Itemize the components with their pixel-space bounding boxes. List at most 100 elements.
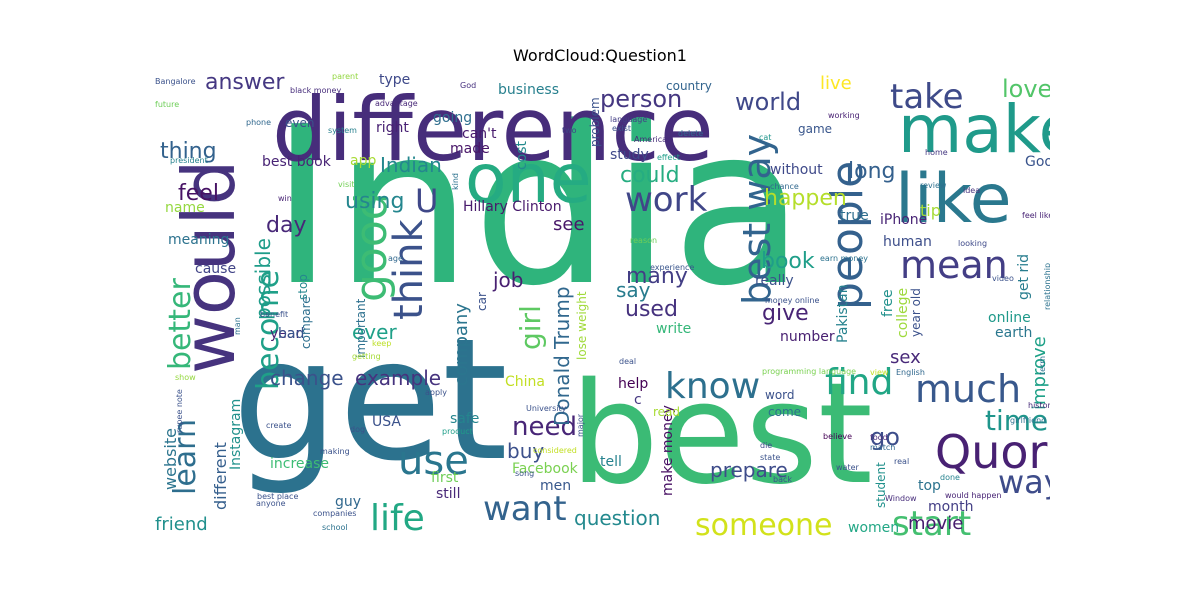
word-really: really <box>755 273 794 289</box>
word-best: best <box>570 353 873 516</box>
word-number: number <box>780 329 835 345</box>
word-reason: reason <box>630 236 657 245</box>
word-president: president <box>170 156 208 165</box>
word-job: job <box>492 268 524 292</box>
word-age: age <box>388 254 403 263</box>
word-experience: experience <box>650 263 694 272</box>
word-work: work <box>625 180 708 220</box>
word-can-t: can't <box>462 126 497 142</box>
word-better: better <box>163 278 198 370</box>
word-happen: happen <box>764 186 847 211</box>
word-girlfriend: girlfriend <box>1010 416 1046 425</box>
word-visit: visit <box>338 180 354 189</box>
word-love: love <box>1002 75 1050 103</box>
word-match: match <box>870 443 895 452</box>
word-day: day <box>266 213 306 238</box>
word-company: company <box>451 303 472 386</box>
word-first: first <box>431 470 459 486</box>
word-could: could <box>620 163 680 188</box>
word-future: future <box>155 100 179 109</box>
word-looking: looking <box>958 239 987 248</box>
word-song: song <box>515 469 534 478</box>
word-different: different <box>211 442 230 510</box>
word-one: one <box>465 140 592 219</box>
word-year: year <box>270 326 301 342</box>
word-term: term <box>1038 356 1047 375</box>
word-believe: believe <box>823 432 852 441</box>
word-making: making <box>320 447 350 456</box>
word-video: video <box>992 274 1014 283</box>
word-learn: learn <box>168 419 203 495</box>
word-man: man <box>233 317 242 335</box>
word-person: person <box>600 85 682 113</box>
word-world: world <box>735 88 801 116</box>
word-student: student <box>874 462 888 508</box>
word-become: become <box>251 270 286 390</box>
word-type: type <box>379 72 410 88</box>
word-want: want <box>483 489 567 529</box>
word-best-way: best way <box>735 134 779 305</box>
word-movie: movie <box>908 513 963 534</box>
word-used: used <box>625 297 678 322</box>
word-online: online <box>988 310 1031 326</box>
word-problem: problem <box>588 97 602 147</box>
word-kind: kind <box>451 173 460 190</box>
word-university: University <box>526 404 567 413</box>
chart-title: WordCloud:Question1 <box>513 46 687 65</box>
word-time: time <box>985 404 1048 437</box>
word-die: die <box>760 441 772 450</box>
word-example: example <box>355 366 441 390</box>
word-still: still <box>436 486 460 502</box>
word-important: important <box>354 298 368 358</box>
word-feel-like: feel like <box>1022 211 1050 220</box>
word-true: true <box>840 208 869 224</box>
word-write: write <box>656 321 691 337</box>
word-make: make <box>898 91 1050 168</box>
word-country: country <box>666 79 712 93</box>
word-sex: sex <box>890 347 921 368</box>
word-think: think <box>386 219 432 321</box>
word-history: history <box>1028 401 1050 410</box>
word-facebook: Facebook <box>512 461 579 477</box>
word-food: food <box>870 433 888 442</box>
word-system: system <box>328 126 357 135</box>
word-know: know <box>665 366 760 407</box>
word-product: product <box>442 427 473 436</box>
word-much: much <box>915 367 1021 411</box>
word-best-place: best place <box>257 492 298 501</box>
word-black-money: black money <box>290 86 341 95</box>
word-relationship: relationship <box>1043 263 1050 310</box>
word-cat: cat <box>759 133 771 142</box>
word-window: Window <box>885 494 917 503</box>
word-mean: mean <box>900 243 1008 287</box>
word-china: China <box>505 374 545 390</box>
word-get-rid: get rid <box>1016 254 1032 300</box>
word-going: going <box>433 110 472 126</box>
word-u: U <box>415 182 438 220</box>
word-money-online: money online <box>765 296 819 305</box>
word-girl: girl <box>514 305 547 350</box>
word-benefit: benefit <box>260 310 288 319</box>
word-right: right <box>376 120 409 136</box>
word-without: without <box>770 162 823 178</box>
word-website: website <box>161 428 180 490</box>
word-major: major <box>576 413 585 437</box>
word-advantage: advantage <box>375 99 418 108</box>
word-language: language <box>610 115 647 124</box>
word-business: business <box>498 82 559 98</box>
word-question: question <box>574 506 660 530</box>
word-hillary-clinton: Hillary Clinton <box>463 199 562 215</box>
word-state: state <box>760 453 780 462</box>
word-good: good <box>346 192 397 302</box>
word-would: would <box>167 160 251 374</box>
word-long: long <box>848 159 895 184</box>
word-cost: cost <box>514 140 530 170</box>
word-companies: companies <box>313 509 356 518</box>
word-phone: phone <box>246 118 271 127</box>
word-life: life <box>370 498 425 539</box>
word-win: win <box>278 194 292 203</box>
word-considered: considered <box>533 446 577 455</box>
word-bangalore: Bangalore <box>155 77 196 86</box>
word-give: give <box>762 301 809 326</box>
